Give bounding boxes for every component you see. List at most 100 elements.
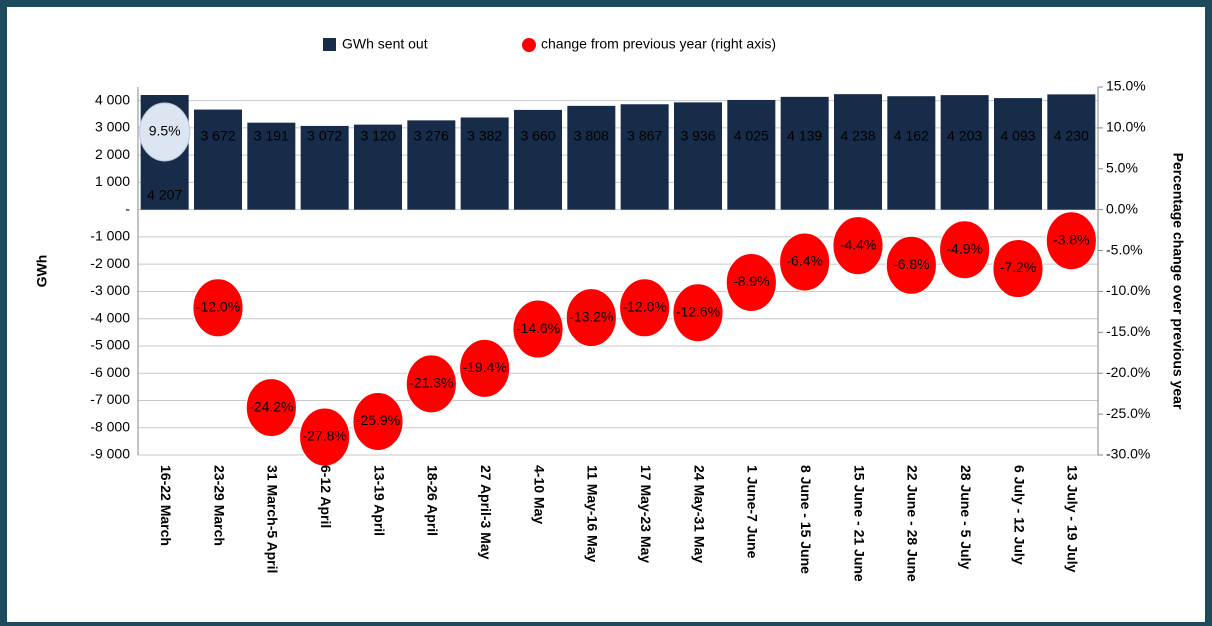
y-tick-label: -6 000 [90,364,130,380]
x-tick-label: 31 March-5 April [265,465,281,573]
point [672,283,724,343]
x-tick-label: 4-10 May [531,465,547,524]
y-tick-label: 1 000 [95,173,130,189]
y-tick-label: -1 000 [90,228,130,244]
data-label: -3.8% [1053,231,1090,247]
y-tick-label: - [125,200,130,216]
data-label: 4 238 [840,128,875,144]
y-axis-title: GWh [34,255,50,288]
data-label: 3 936 [680,128,715,144]
bar [300,125,349,210]
point [245,378,297,438]
bar [1047,94,1096,210]
data-label: -8.9% [733,273,770,289]
data-label: 4 162 [894,128,929,144]
y-tick-label: -4 000 [90,309,130,325]
y-tick-label: -7 000 [90,391,130,407]
y2-tick-label: 15.0% [1106,78,1146,94]
bar [514,109,562,210]
bar [247,122,296,210]
legend-label: change from previous year (right axis) [541,36,776,52]
x-tick-label: 11 May-16 May [585,465,601,562]
x-tick-label: 27 April-3 May [478,465,494,560]
bar [567,105,616,210]
y2-axis-title: Percentage change over previous year [1170,153,1186,410]
bar [194,109,242,210]
data-label: -27.8% [302,428,346,444]
point [992,239,1044,299]
y-tick-label: 2 000 [95,146,130,162]
data-label: 4 025 [734,128,769,144]
x-tick-label: 17 May-23 May [638,465,654,563]
x-tick-label: 23-29 March [211,465,227,546]
chart: 4 000 3 000 2 000 1 000 - -1 000 -2 000 -3 000 -… [34,36,1187,582]
data-label: 4 203 [947,128,982,144]
data-label: 3 660 [520,128,555,144]
y-tick-label: -8 000 [90,418,130,434]
x-tick-label: 8 June - 15 June [798,465,814,574]
point [565,288,617,348]
y2-tick-label: 10.0% [1106,119,1146,135]
bar [620,104,669,210]
y2-tick-label: 0.0% [1106,200,1138,216]
data-label: -14.6% [516,320,560,336]
data-label: 3 120 [360,128,395,144]
data-label: -4.9% [946,240,983,256]
point [352,391,404,451]
x-tick-label: 6-12 April [318,465,334,528]
data-label: 3 867 [627,128,662,144]
x-tick-label: 28 June - 5 July [958,465,974,569]
point [192,278,244,338]
y-tick-label: -9 000 [90,446,130,462]
point [512,299,564,359]
point [832,216,884,276]
legend-swatch [522,38,536,52]
x-tick-label: 13-19 April [371,465,387,536]
data-label: -24.2% [249,398,293,414]
data-label: -7.2% [1000,259,1037,275]
point [939,220,991,280]
data-label: -12.6% [676,303,720,319]
point [779,232,831,292]
data-label: -25.9% [356,412,400,428]
data-label: -12.0% [196,299,240,315]
data-label: 9.5% [149,123,181,139]
legend-label: GWh sent out [342,36,428,52]
bar [727,99,776,210]
point [725,252,777,312]
data-label: 4 230 [1054,128,1089,144]
x-tick-label: 13 July - 19 July [1065,465,1081,573]
bar [460,117,509,210]
bar [940,95,989,210]
point [459,338,511,398]
data-label: 3 191 [254,128,289,144]
data-label: 3 382 [467,128,502,144]
data-label: -6.8% [893,256,930,272]
bar [407,120,456,210]
x-tick-label: 6 July - 12 July [1011,465,1027,565]
y2-tick-label: -20.0% [1106,364,1150,380]
x-tick-label: 15 June - 21 June [851,465,867,582]
data-label: 3 276 [414,128,449,144]
y-tick-label: -3 000 [90,282,130,298]
y2-tick-label: -5.0% [1106,241,1143,257]
data-label: -19.4% [462,359,506,375]
point [405,354,457,414]
data-label: 3 072 [307,128,342,144]
x-tick-label: 18-26 April [425,465,441,536]
x-tick-label: 16-22 March [158,465,174,546]
data-label: 3 672 [200,128,235,144]
bar [887,96,936,210]
bar [994,98,1042,210]
x-tick-label: 1 June-7 June [745,465,761,559]
data-label: 4 139 [787,128,822,144]
data-label: 4 093 [1000,128,1035,144]
point [139,102,191,162]
y2-tick-label: -25.0% [1106,405,1150,421]
data-label: -21.3% [409,375,453,391]
y-tick-label: -5 000 [90,337,130,353]
y2-tick-label: 5.0% [1106,159,1138,175]
legend-swatch [323,38,336,51]
x-tick-label: 24 May-31 May [691,465,707,563]
